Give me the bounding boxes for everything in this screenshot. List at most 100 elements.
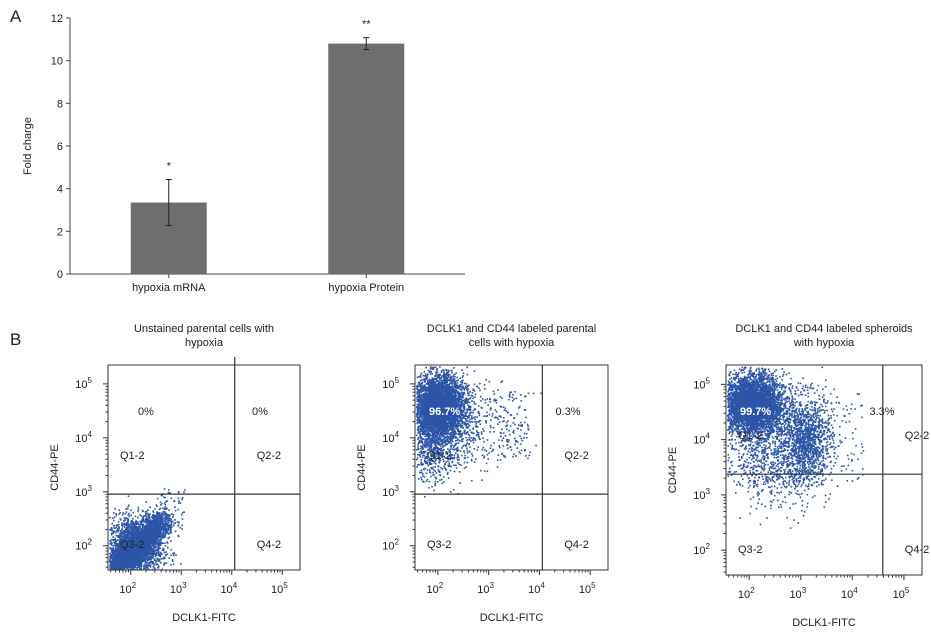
data-point xyxy=(114,549,116,552)
data-point xyxy=(158,545,160,548)
data-point xyxy=(151,517,154,519)
data-point xyxy=(148,535,150,538)
data-point xyxy=(153,533,156,535)
data-point xyxy=(113,556,115,559)
data-point xyxy=(122,552,124,554)
data-point xyxy=(157,551,160,553)
data-point xyxy=(140,567,142,570)
data-point xyxy=(146,551,149,553)
data-point xyxy=(127,559,130,562)
data-point xyxy=(166,523,169,526)
data-point xyxy=(164,514,167,517)
data-point xyxy=(123,537,126,539)
data-point xyxy=(124,544,127,547)
data-point xyxy=(139,524,141,526)
data-point xyxy=(131,538,133,541)
data-point xyxy=(149,535,151,538)
data-point xyxy=(154,535,157,538)
data-point xyxy=(128,558,131,561)
data-point xyxy=(122,520,125,522)
data-point xyxy=(121,563,123,565)
data-point xyxy=(115,531,117,534)
data-point xyxy=(143,555,146,558)
data-point xyxy=(120,539,122,542)
data-point xyxy=(142,537,145,540)
data-point xyxy=(133,560,135,563)
data-point xyxy=(145,533,148,536)
data-point xyxy=(133,528,135,531)
data-point xyxy=(138,566,140,568)
data-point xyxy=(130,509,132,512)
x-tick-exponent: 5 xyxy=(283,581,288,590)
x-axis-label: DCLK1-FITC xyxy=(172,612,236,624)
data-point xyxy=(120,564,123,567)
data-point xyxy=(170,521,172,523)
data-point xyxy=(133,563,136,565)
data-point xyxy=(124,512,126,515)
data-point xyxy=(146,553,149,556)
data-point xyxy=(118,557,121,560)
data-point xyxy=(132,552,135,555)
data-point xyxy=(147,539,150,541)
data-point xyxy=(142,539,145,541)
data-point xyxy=(161,549,164,551)
data-point xyxy=(123,523,125,526)
data-point xyxy=(142,519,145,522)
data-point xyxy=(124,536,127,538)
data-point xyxy=(140,544,143,546)
data-point xyxy=(148,547,150,549)
data-point xyxy=(142,545,144,548)
data-point xyxy=(132,550,134,553)
data-point xyxy=(152,540,155,543)
data-point xyxy=(110,532,113,535)
data-point xyxy=(152,557,154,559)
data-point xyxy=(142,557,145,560)
data-point xyxy=(135,555,137,558)
data-point xyxy=(117,549,120,551)
data-point xyxy=(131,563,134,566)
data-point xyxy=(132,563,135,566)
data-point xyxy=(169,524,171,526)
data-point xyxy=(140,558,143,561)
data-point xyxy=(140,563,143,566)
data-point xyxy=(158,535,161,538)
data-point xyxy=(123,552,125,555)
data-point xyxy=(149,557,152,560)
data-point xyxy=(115,557,118,560)
y-tick-label: 6 xyxy=(57,141,63,153)
data-point xyxy=(156,511,158,513)
data-point xyxy=(137,554,139,557)
data-point xyxy=(151,556,154,558)
data-point xyxy=(139,525,141,528)
data-point xyxy=(126,554,128,556)
data-point xyxy=(130,538,132,541)
data-point xyxy=(181,524,183,527)
data-point xyxy=(125,522,128,524)
data-point xyxy=(160,557,163,560)
data-point xyxy=(163,528,166,530)
data-point xyxy=(150,555,153,557)
data-point xyxy=(112,552,114,555)
data-point xyxy=(118,546,121,549)
data-point xyxy=(137,561,140,564)
data-point xyxy=(156,534,158,537)
data-point xyxy=(140,522,142,525)
data-point xyxy=(164,532,167,534)
data-point xyxy=(155,524,157,527)
data-point xyxy=(119,532,121,535)
data-point xyxy=(115,546,117,548)
data-point xyxy=(138,554,140,557)
data-point xyxy=(156,526,159,529)
y-tick-label: 105 xyxy=(75,376,92,391)
data-point xyxy=(120,567,123,569)
data-point xyxy=(123,544,126,547)
data-point xyxy=(156,514,159,517)
data-point xyxy=(131,539,134,542)
data-point xyxy=(113,561,116,564)
data-point xyxy=(146,549,149,551)
data-point xyxy=(138,555,140,558)
data-point xyxy=(156,518,159,521)
data-point xyxy=(144,518,147,521)
data-point xyxy=(139,514,141,516)
data-point xyxy=(154,517,156,520)
